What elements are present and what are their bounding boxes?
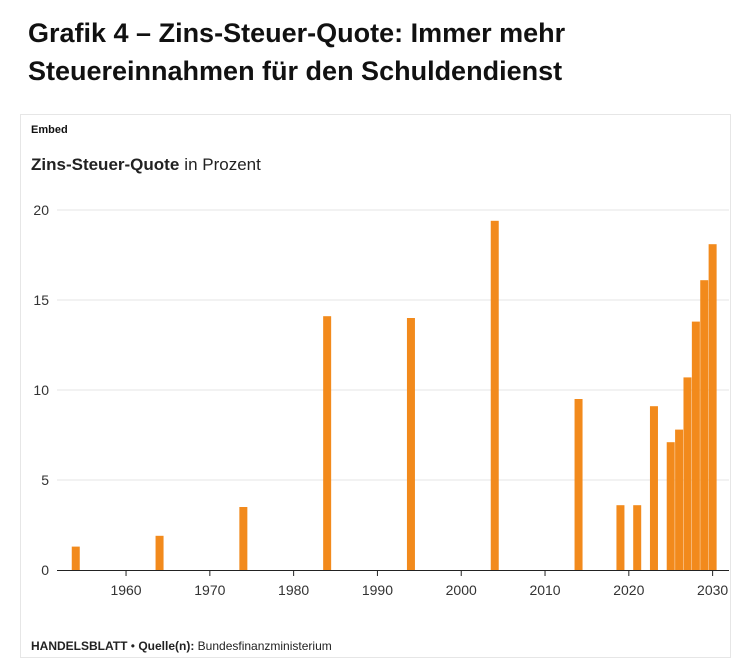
bar-1974 <box>239 507 248 570</box>
bar-2027 <box>683 377 692 570</box>
x-tick-label: 2000 <box>446 582 477 598</box>
y-tick-label: 0 <box>41 562 49 578</box>
bar-1984 <box>323 316 332 570</box>
chart-panel: Embed Zins-Steuer-Quote in Prozent 0 5 10 15… <box>20 114 731 658</box>
bar-2028 <box>691 321 700 570</box>
chart-footer: HANDELSBLATT • Quelle(n): Bundesfinanzmi… <box>31 639 332 653</box>
page-title: Grafik 4 – Zins-Steuer-Quote: Immer mehr… <box>28 18 566 86</box>
footer-source: Bundesfinanzministerium <box>197 639 332 653</box>
bar-2014 <box>574 399 583 570</box>
y-tick-label: 10 <box>33 382 49 398</box>
bar-2030 <box>708 244 717 570</box>
bar-1994 <box>406 318 415 570</box>
x-tick-label: 1980 <box>278 582 309 598</box>
bar-layer <box>71 220 717 571</box>
axis-layer: 0 5 10 15 20 1960 1970 1980 1990 2000 2010 2020 2030 <box>33 202 729 598</box>
y-tick-label: 5 <box>41 472 49 488</box>
y-tick-label: 15 <box>33 292 49 308</box>
bar-2004 <box>490 220 499 571</box>
chart-unit: in Prozent <box>184 155 261 174</box>
embed-label[interactable]: Embed <box>31 124 68 136</box>
x-tick-label: 1960 <box>110 582 141 598</box>
chart-heading: Zins-Steuer-Quote in Prozent <box>31 155 261 175</box>
bar-2029 <box>700 280 709 570</box>
y-tick-label: 20 <box>33 202 49 218</box>
chart-title: Zins-Steuer-Quote <box>31 155 180 174</box>
bar-chart: 0 5 10 15 20 1960 1970 1980 1990 2000 2010 2020 2030 <box>33 202 729 598</box>
footer-separator: • <box>130 639 135 653</box>
x-tick-label: 2030 <box>697 582 728 598</box>
footer-source-label: Quelle(n): <box>138 639 195 653</box>
bar-2026 <box>675 429 684 570</box>
bar-2019 <box>616 505 625 570</box>
x-tick-label: 2020 <box>613 582 644 598</box>
bar-1964 <box>155 535 164 570</box>
bar-2023 <box>649 406 658 570</box>
bar-2025 <box>666 442 675 570</box>
bar-1954 <box>71 546 80 570</box>
bar-2021 <box>633 505 642 570</box>
x-tick-label: 1990 <box>362 582 393 598</box>
x-tick-label: 2010 <box>529 582 560 598</box>
x-tick-label: 1970 <box>194 582 225 598</box>
grid-layer <box>57 209 729 481</box>
footer-brand: HANDELSBLATT <box>31 639 128 653</box>
